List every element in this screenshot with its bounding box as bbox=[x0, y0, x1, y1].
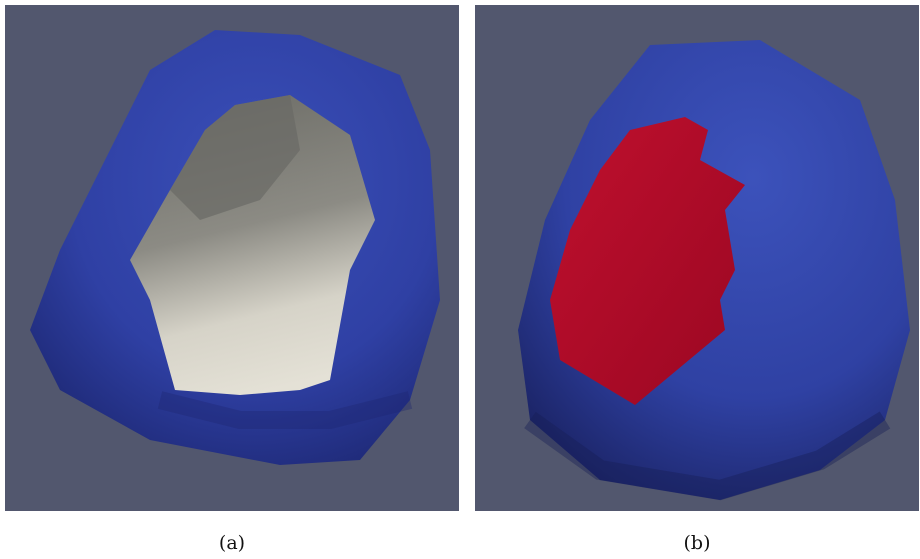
rim-shade bbox=[157, 391, 413, 429]
caption: (b) bbox=[684, 532, 711, 554]
highlighted-region bbox=[550, 117, 745, 405]
cavity-shadow bbox=[170, 95, 300, 220]
caption: (a) bbox=[219, 532, 245, 554]
rim-shade bbox=[524, 411, 891, 501]
